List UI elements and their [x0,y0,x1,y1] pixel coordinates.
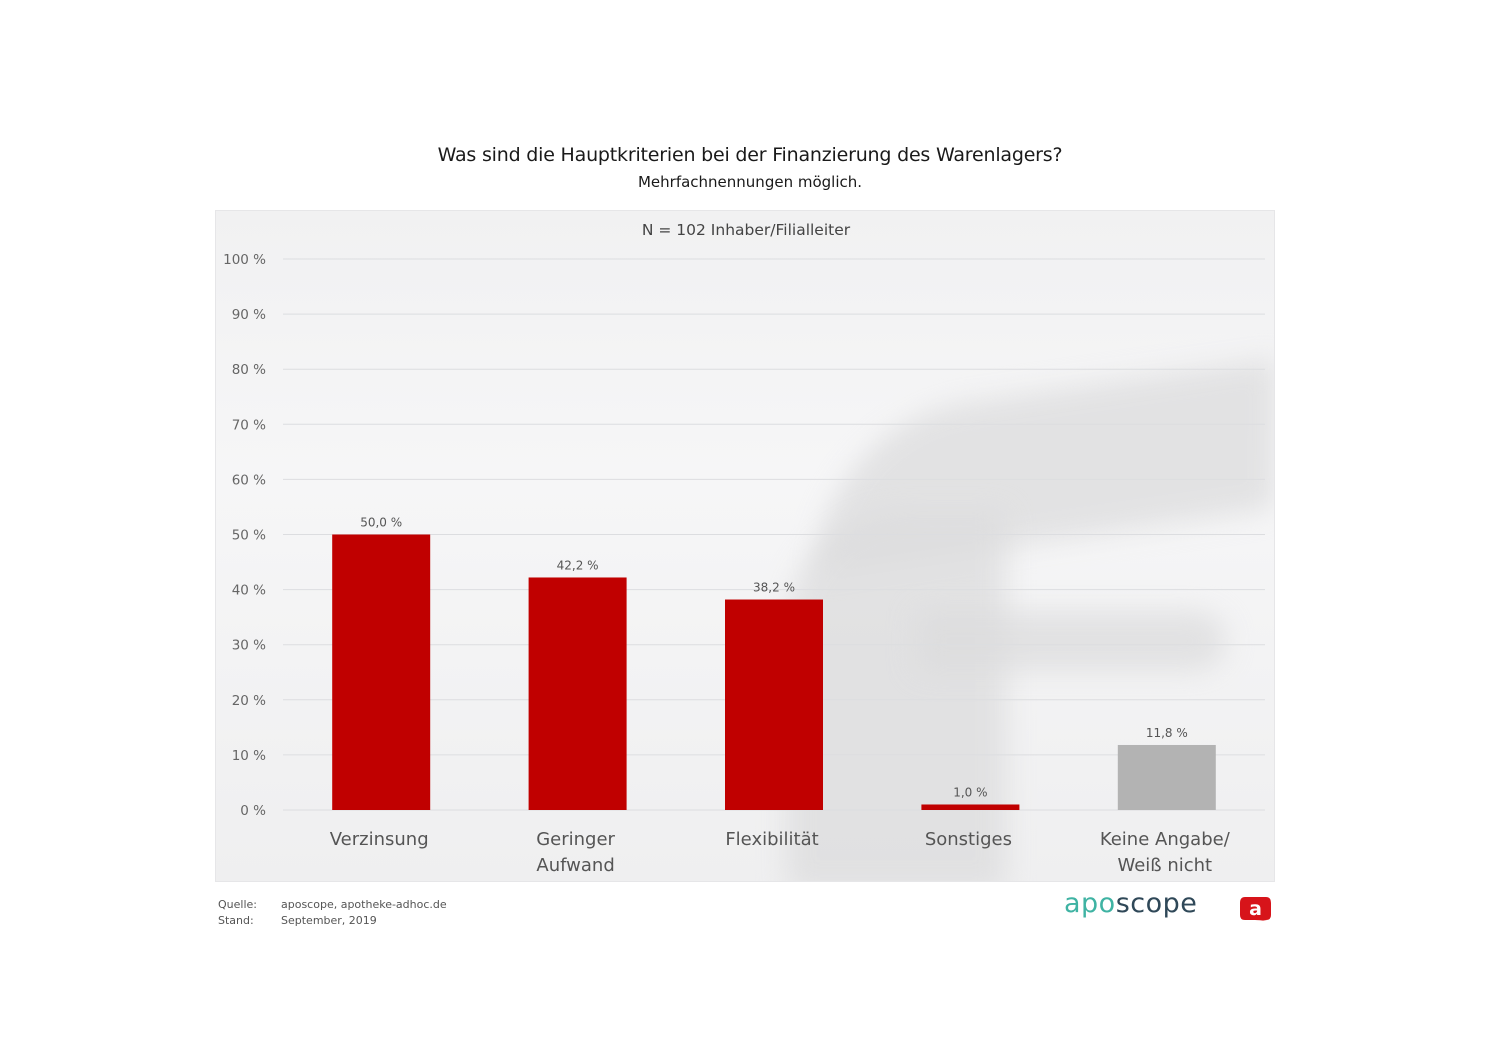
sample-size-label: N = 102 Inhaber/Filialleiter [641,221,851,239]
x-category-label: Sonstiges [925,829,1012,850]
bar-chart: 0 % 10 % 20 % 30 % 40 % 50 % 60 % 70 % 80 % 90 % 1… [223,252,1265,876]
bar [921,804,1020,810]
y-tick-label: 60 % [232,472,266,488]
aposcope-logo: aposcope [1064,888,1197,919]
source-value: aposcope, apotheke-adhoc.de [281,898,447,911]
bar [725,599,823,810]
date-label: Stand: [218,914,254,927]
y-tick-label: 30 % [232,638,266,654]
value-label: 1,0 % [953,785,987,799]
chart-title: Was sind die Hauptkriterien bei der Fina… [437,144,1063,166]
y-tick-label: 40 % [232,583,266,599]
apotheke-adhoc-logo-icon: a [1240,897,1271,921]
y-tick-label: 80 % [232,362,266,378]
x-category-label: Keine Angabe/ [1100,829,1231,850]
x-category-label: Geringer [536,829,615,850]
chart-panel: N = 102 Inhaber/Filialleiter 0 % 10 % 20 %… [215,210,1275,882]
chart-subtitle: Mehrfachnennungen möglich. [637,173,863,191]
bar [528,577,627,810]
y-tick-label: 0 % [240,803,266,819]
logo-part-scope: scope [1115,888,1198,919]
source-label: Quelle: [218,898,257,911]
y-tick-label: 10 % [232,748,266,764]
logo-part-apo: apo [1064,888,1116,919]
y-tick-label: 70 % [232,417,266,433]
logo-badge-letter: a [1249,898,1262,920]
value-label: 50,0 % [360,516,402,530]
x-category-label: Aufwand [536,855,614,876]
y-tick-label: 90 % [232,307,266,323]
y-tick-label: 100 % [223,252,266,268]
x-category-label: Weiß nicht [1117,855,1212,876]
bar [1117,744,1216,810]
date-value: September, 2019 [281,914,377,927]
value-label: 11,8 % [1146,726,1188,740]
x-category-label: Flexibilität [725,829,818,850]
value-label: 42,2 % [557,558,599,572]
value-label: 38,2 % [753,581,795,595]
y-tick-label: 50 % [232,528,266,544]
y-tick-label: 20 % [232,693,266,709]
bar [332,534,431,810]
x-category-label: Verzinsung [330,829,429,850]
background-shadow-shape [916,611,1226,671]
